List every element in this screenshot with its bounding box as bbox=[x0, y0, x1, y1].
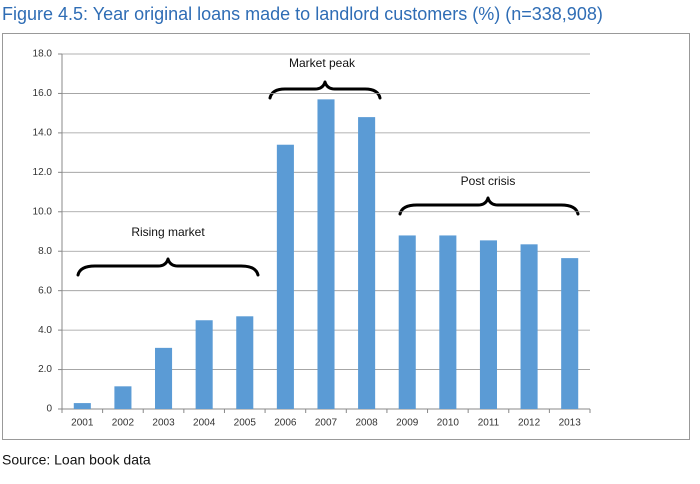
brace bbox=[268, 80, 382, 100]
source-note: Source: Loan book data bbox=[2, 452, 151, 468]
bar bbox=[73, 403, 91, 409]
brace bbox=[76, 257, 260, 277]
x-tick-label: 2008 bbox=[355, 418, 378, 429]
y-tick-label: 18.0 bbox=[33, 49, 53, 60]
x-tick-label: 2005 bbox=[234, 418, 257, 429]
annotation: Post crisis bbox=[461, 174, 516, 188]
x-tick-label: 2003 bbox=[152, 418, 175, 429]
bar bbox=[439, 235, 457, 409]
x-tick-label: 2001 bbox=[71, 418, 94, 429]
bar bbox=[195, 320, 213, 409]
x-tick-label: 2009 bbox=[396, 418, 419, 429]
brace bbox=[398, 196, 580, 216]
x-tick-label: 2006 bbox=[274, 418, 297, 429]
bar bbox=[236, 316, 254, 409]
y-tick-label: 14.0 bbox=[33, 128, 53, 139]
x-tick-label: 2004 bbox=[193, 418, 216, 429]
bar bbox=[114, 386, 132, 409]
x-tick-label: 2010 bbox=[437, 418, 460, 429]
annotation: Rising market bbox=[131, 225, 205, 239]
x-tick-label: 2007 bbox=[315, 418, 338, 429]
y-tick-label: 6.0 bbox=[38, 285, 52, 296]
bar bbox=[398, 235, 416, 409]
bar bbox=[520, 244, 538, 409]
y-tick-label: 10.0 bbox=[33, 206, 53, 217]
y-tick-label: 8.0 bbox=[38, 246, 52, 257]
bar bbox=[561, 258, 579, 409]
bar bbox=[479, 240, 497, 409]
bar bbox=[155, 347, 173, 409]
x-tick-label: 2012 bbox=[518, 418, 541, 429]
y-tick-label: 4.0 bbox=[38, 325, 52, 336]
bar bbox=[276, 144, 294, 409]
x-tick-label: 2013 bbox=[559, 418, 582, 429]
bar bbox=[358, 117, 376, 409]
y-tick-label: 0 bbox=[46, 404, 52, 415]
annotation: Market peak bbox=[289, 56, 356, 70]
x-tick-label: 2002 bbox=[112, 418, 135, 429]
x-tick-label: 2011 bbox=[478, 418, 500, 429]
bar bbox=[317, 99, 335, 409]
y-tick-label: 2.0 bbox=[38, 364, 52, 375]
y-tick-label: 12.0 bbox=[33, 167, 53, 178]
chart-frame bbox=[2, 33, 690, 440]
y-tick-label: 16.0 bbox=[33, 88, 53, 99]
chart-title: Figure 4.5: Year original loans made to … bbox=[2, 4, 603, 24]
